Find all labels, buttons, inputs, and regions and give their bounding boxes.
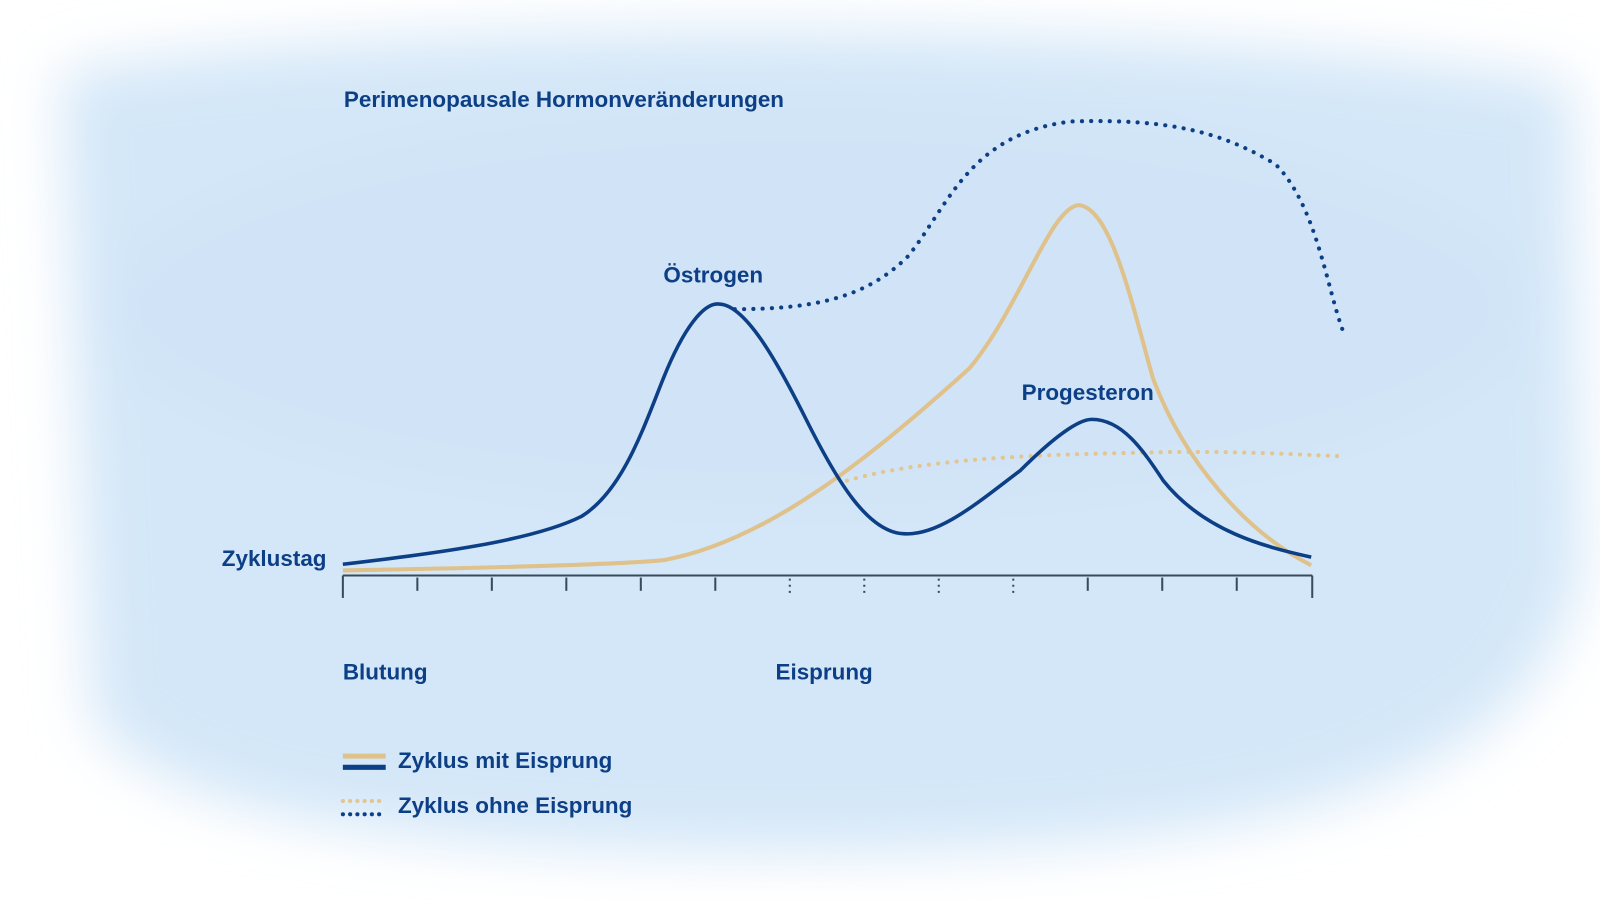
progesterone-curve-dotted: [844, 449, 1341, 483]
bleeding-label: Blutung: [343, 659, 428, 684]
estrogen-curve-dotted: [732, 119, 1345, 333]
legend: Zyklus mit Eisprung Zyklus ohne Eisprung: [340, 748, 632, 818]
watercolor-background: [61, 31, 1582, 854]
estrogen-label: Östrogen: [663, 262, 763, 287]
legend-label: Zyklus ohne Eisprung: [398, 793, 632, 818]
progesterone-curve: [342, 203, 1313, 573]
ovulation-label: Eisprung: [776, 659, 873, 684]
cycle-axis: [341, 574, 1314, 598]
title: Perimenopausale Hormonveränderungen: [344, 87, 784, 112]
axis-label: Zyklustag: [222, 546, 327, 571]
progesterone-label: Progesteron: [1022, 380, 1154, 405]
estrogen-curve: [342, 302, 1312, 567]
legend-label: Zyklus mit Eisprung: [398, 748, 612, 773]
